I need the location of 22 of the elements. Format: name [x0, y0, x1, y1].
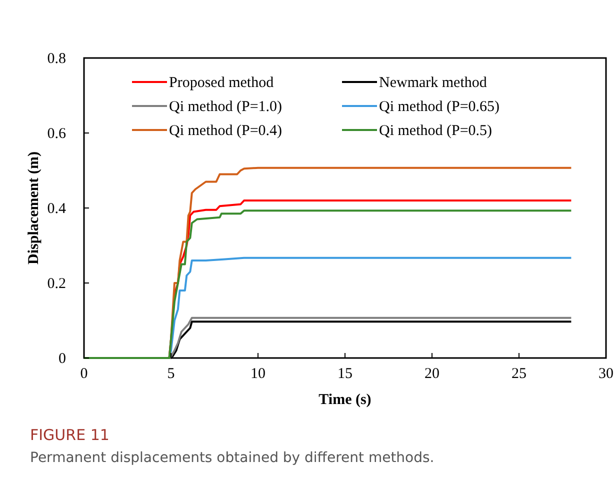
legend-label: Qi method (P=0.4)	[169, 123, 282, 139]
y-tick-label: 0.2	[47, 276, 66, 292]
caption: FIGURE 11	[30, 426, 110, 444]
x-tick-label: 0	[80, 366, 88, 382]
y-tick-label: 0.4	[47, 201, 66, 217]
legend-label: Newmark method	[379, 75, 488, 91]
x-tick-label: 10	[250, 366, 266, 382]
x-tick-label: 30	[598, 366, 614, 382]
text: Permanent displacements obtained by different methods.	[30, 450, 434, 466]
y-tick-label: 0.6	[47, 126, 66, 142]
x-axis-title: Time (s)	[318, 392, 372, 408]
x-tick-label: 15	[338, 366, 352, 382]
y-tick-label: 0	[58, 351, 66, 367]
legend-label: Qi method (P=0.65)	[379, 99, 500, 115]
x-tick-label: 25	[512, 366, 526, 382]
y-axis-title: Displacement (m)	[26, 152, 42, 264]
x-tick-label: 5	[167, 366, 175, 382]
legend-label: Proposed method	[169, 75, 274, 91]
y-tick-label: 0.8	[47, 51, 66, 67]
x-tick-label: 20	[424, 366, 440, 382]
legend-label: Qi method (P=1.0)	[169, 99, 282, 115]
legend-label: Qi method (P=0.5)	[379, 123, 492, 139]
